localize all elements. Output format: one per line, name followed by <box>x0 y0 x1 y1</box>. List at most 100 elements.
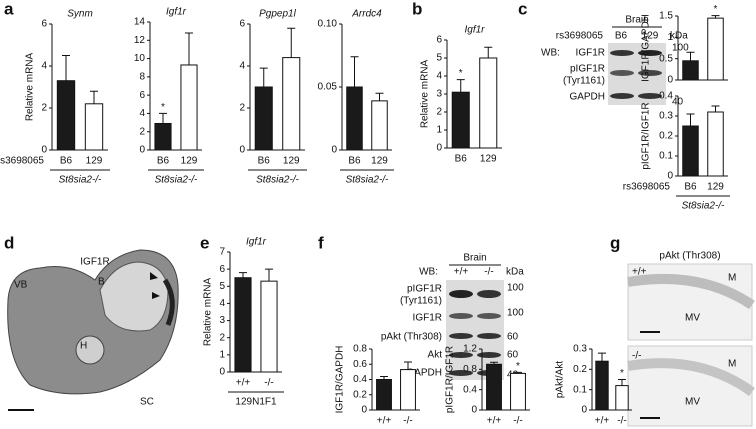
chart-title: Igf1r <box>464 25 485 36</box>
bar <box>451 91 470 149</box>
band <box>449 313 473 319</box>
group-label: St8sia2-/- <box>59 175 102 186</box>
band <box>638 93 662 99</box>
error-bar <box>380 375 388 380</box>
y-tick-label: 2 <box>219 332 225 343</box>
y-tick-label: 0.2 <box>659 131 673 142</box>
y-tick-label: 4 <box>436 71 442 82</box>
y-tick-label: 1.2 <box>463 344 477 355</box>
region-label: B <box>98 277 105 288</box>
x-tick-label: B6 <box>60 156 73 167</box>
bar <box>154 122 172 151</box>
y-tick-label: 6 <box>139 90 145 101</box>
y-tick-label: 2 <box>239 103 245 114</box>
y-axis-label: pIGF1R/IGF1R <box>445 346 456 413</box>
row-label: IGF1R <box>576 48 605 59</box>
y-tick-label: 6 <box>219 264 225 275</box>
x-row-label: rs3698065 <box>0 156 44 167</box>
y-tick-label: 0.3 <box>573 344 587 355</box>
band <box>477 352 501 358</box>
arrowheads <box>150 272 160 299</box>
wb-label: WB: <box>419 267 438 278</box>
row-label: pIGF1R <box>570 64 605 75</box>
panel-letter: g <box>610 233 620 252</box>
x-tick-label: B6 <box>348 156 361 167</box>
genotype-label: -/- <box>632 351 641 362</box>
group-label: St8sia2-/- <box>256 175 299 186</box>
y-tick-label: 0 <box>41 145 47 156</box>
y-tick-label: 0.4 <box>353 374 367 385</box>
band <box>449 333 473 339</box>
band <box>610 70 634 76</box>
error-bar <box>514 371 522 374</box>
x-tick-label: B6 <box>684 182 697 193</box>
band <box>449 352 473 358</box>
y-tick-label: 8 <box>139 71 145 82</box>
y-tick-label: 4 <box>41 61 47 72</box>
row-label: (Tyr1161) <box>400 296 442 307</box>
y-axis-label: Relative mRNA <box>203 278 214 347</box>
row-label: IGF1R <box>413 313 442 324</box>
panel-letter: c <box>518 0 527 18</box>
heart-region <box>75 335 105 365</box>
y-tick-label: 0 <box>219 367 225 378</box>
y-tick-label: 7 <box>219 247 225 258</box>
row-label: pIGF1R <box>407 284 442 295</box>
significance: * <box>620 368 624 379</box>
x-tick-label: +/+ <box>487 416 502 427</box>
bar <box>84 103 104 151</box>
bar <box>707 111 724 177</box>
marker-label: 60 <box>507 350 519 361</box>
region-label: M <box>728 359 736 370</box>
significance: * <box>459 68 463 79</box>
significance: * <box>161 102 165 113</box>
bar <box>479 57 498 149</box>
error-bar <box>90 90 98 104</box>
lane-label: B6 <box>615 31 628 42</box>
y-tick-label: 0.2 <box>353 389 367 400</box>
y-tick-label: 0.05 <box>318 82 338 93</box>
y-tick-label: 0.4 <box>659 91 673 102</box>
marker-label: 100 <box>672 43 689 54</box>
y-axis-label: pAkt/Akt <box>555 361 566 398</box>
y-tick-label: 2 <box>41 103 47 114</box>
significance: * <box>714 4 718 15</box>
lane-label: 129 <box>642 31 659 42</box>
error-bar <box>287 27 296 58</box>
panel-letter: e <box>200 233 209 252</box>
row-label: (Tyr1161) <box>563 76 605 87</box>
y-tick-label: 6 <box>436 35 442 46</box>
tissue-band <box>627 273 755 310</box>
y-tick-label: 0.8 <box>463 364 477 375</box>
y-tick-label: 4 <box>239 61 245 72</box>
bar <box>400 369 416 411</box>
retina <box>162 278 175 326</box>
error-bar <box>404 361 412 370</box>
y-tick-label: 5 <box>436 53 442 64</box>
error-bar <box>686 113 695 126</box>
y-tick-label: 0 <box>239 145 245 156</box>
x-tick-label: 129 <box>371 156 388 167</box>
y-tick-label: 0 <box>581 405 587 416</box>
chart-title: Igf1r <box>166 7 187 18</box>
y-tick-label: 1 <box>667 32 673 43</box>
bar <box>260 280 278 373</box>
y-axis-label: pIGF1R/IGF1R <box>641 102 652 169</box>
bar <box>595 360 609 411</box>
error-bar <box>490 361 498 365</box>
row-label: Akt <box>428 350 443 361</box>
y-tick-label: 0 <box>331 145 337 156</box>
x-tick-label: B6 <box>258 156 271 167</box>
bar <box>56 80 76 151</box>
group-label: St8sia2-/- <box>346 175 389 186</box>
y-tick-label: 4 <box>139 108 145 119</box>
unit-label: kDa <box>670 31 688 42</box>
x-tick-label: 129 <box>283 156 300 167</box>
panel-letter: d <box>4 233 14 252</box>
bar <box>180 64 198 151</box>
y-tick-label: 0 <box>361 405 367 416</box>
error-bar <box>456 79 465 93</box>
strain-label: rs3698065 <box>556 31 604 42</box>
x-tick-label: B6 <box>455 154 468 165</box>
tissue-label: Brain <box>625 15 648 26</box>
